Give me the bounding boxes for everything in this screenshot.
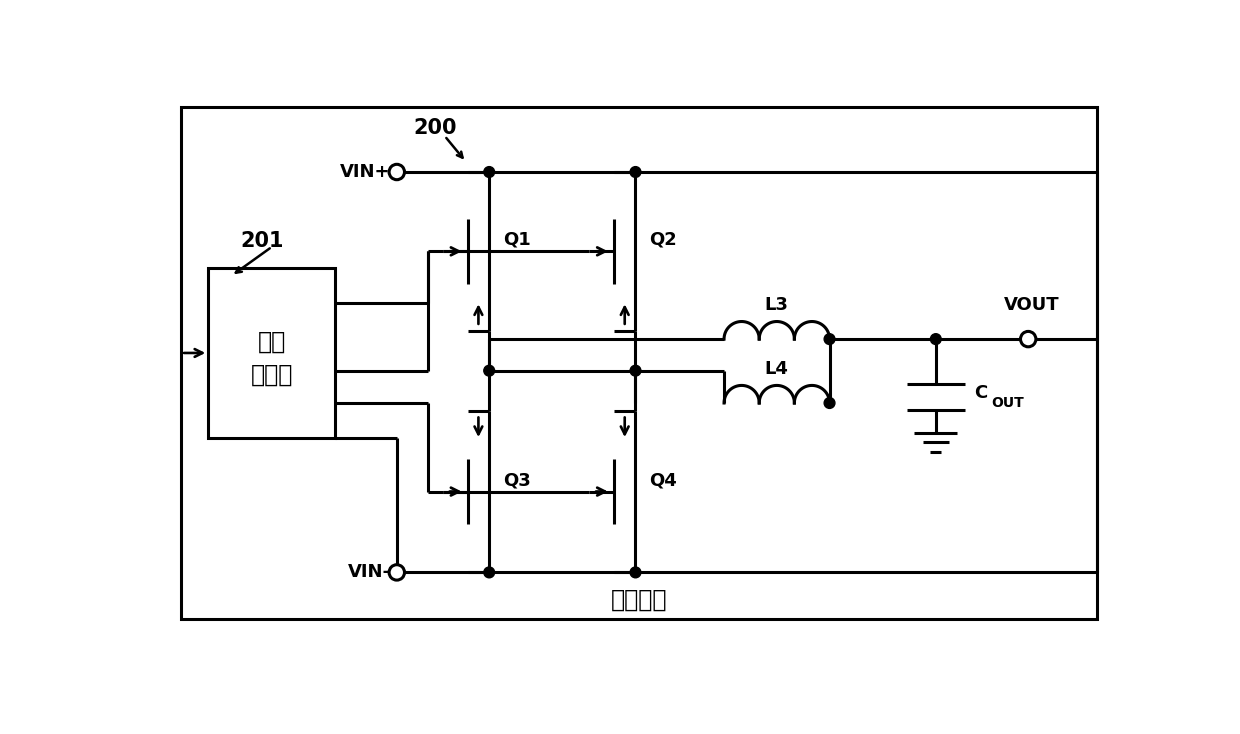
Text: L4: L4 (765, 360, 789, 378)
Circle shape (1021, 331, 1035, 346)
Text: OUT: OUT (991, 396, 1024, 410)
Circle shape (825, 398, 835, 408)
Circle shape (630, 167, 641, 178)
Text: VIN+: VIN+ (340, 163, 391, 181)
Circle shape (630, 366, 641, 376)
Circle shape (484, 567, 495, 578)
Circle shape (484, 366, 495, 376)
Text: Q4: Q4 (650, 471, 677, 489)
Text: 开关: 开关 (258, 330, 285, 353)
Text: Q2: Q2 (650, 230, 677, 249)
Text: 201: 201 (241, 231, 284, 251)
Text: 输出反馈: 输出反馈 (611, 587, 667, 611)
Circle shape (630, 567, 641, 578)
Text: C: C (975, 384, 987, 402)
Text: VIN-: VIN- (347, 564, 391, 581)
FancyBboxPatch shape (208, 268, 335, 437)
Text: Q1: Q1 (503, 230, 531, 249)
Text: 控制器: 控制器 (250, 363, 293, 387)
Circle shape (389, 564, 404, 580)
Circle shape (1023, 334, 1034, 344)
Circle shape (389, 164, 404, 180)
Circle shape (484, 167, 495, 178)
Circle shape (825, 334, 835, 344)
Text: 200: 200 (414, 118, 458, 138)
Text: L3: L3 (765, 296, 789, 314)
Text: VOUT: VOUT (1004, 297, 1060, 314)
Text: Q3: Q3 (503, 471, 531, 489)
Circle shape (930, 334, 941, 344)
FancyBboxPatch shape (181, 106, 1097, 619)
